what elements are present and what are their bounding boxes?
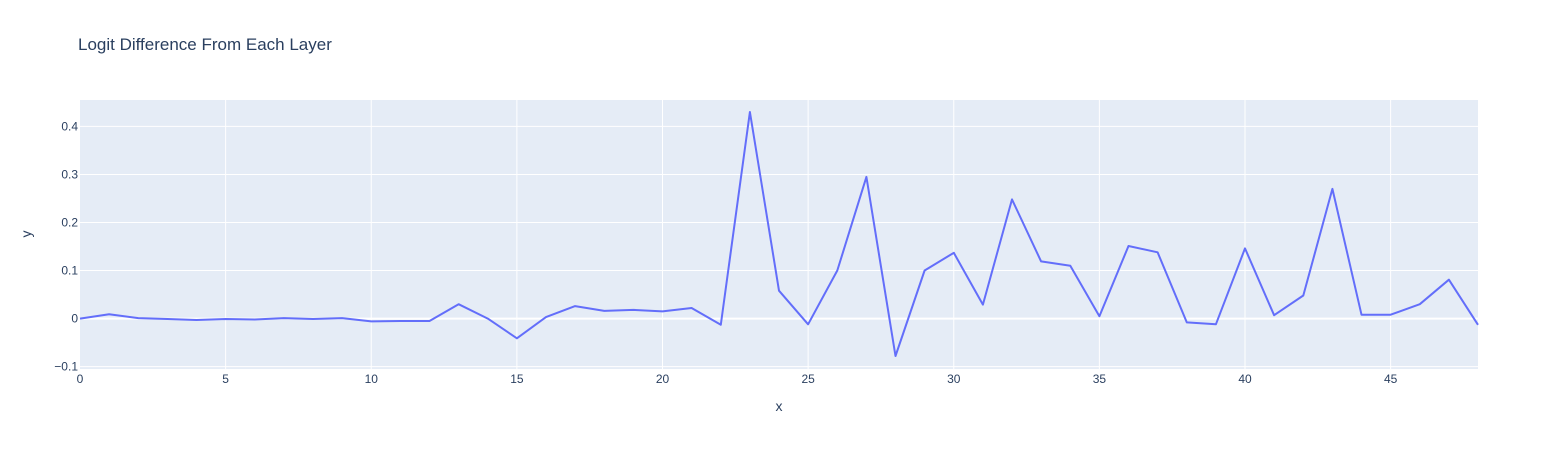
- x-tick-label: 25: [801, 372, 815, 386]
- x-tick-label: 20: [656, 372, 670, 386]
- y-tick-label: 0: [71, 312, 78, 326]
- x-tick-label: 35: [1093, 372, 1107, 386]
- y-tick-label: 0.2: [61, 215, 78, 229]
- y-tick-label: −0.1: [54, 360, 78, 374]
- x-tick-label: 5: [222, 372, 229, 386]
- y-tick-label: 0.4: [61, 119, 78, 133]
- x-tick-label: 15: [510, 372, 524, 386]
- x-tick-label: 10: [365, 372, 379, 386]
- plot-area: [80, 100, 1478, 369]
- y-axis-title: y: [18, 231, 34, 238]
- chart-title: Logit Difference From Each Layer: [78, 35, 332, 54]
- y-axis-ticks: −0.1 0 0.1 0.2 0.3 0.4: [54, 119, 78, 373]
- x-tick-label: 0: [77, 372, 84, 386]
- x-tick-label: 45: [1384, 372, 1398, 386]
- x-tick-label: 30: [947, 372, 961, 386]
- x-axis-title: x: [776, 398, 783, 414]
- x-axis-ticks: 0 5 10 15 20 25 30 35 40 45: [77, 372, 1398, 386]
- y-tick-label: 0.1: [61, 264, 78, 278]
- x-tick-label: 40: [1238, 372, 1252, 386]
- y-tick-label: 0.3: [61, 167, 78, 181]
